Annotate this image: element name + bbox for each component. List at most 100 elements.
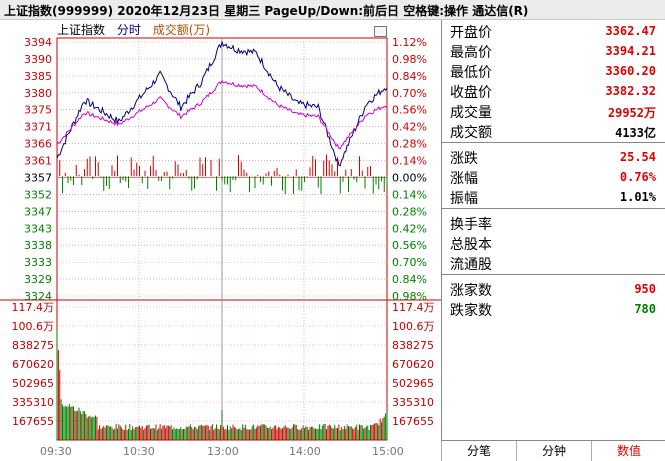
quote-separator [442,274,665,275]
quote-row: 振幅 1.01% [442,188,665,207]
time-tick-label: 09:30 [40,445,72,458]
pct-tick-label: 0.14% [392,188,427,201]
quote-row: 流通股 [442,254,665,273]
intraday-chart: 3394 1.12% 3390 0.98% 3385 0.84% 3380 0.70% 3375… [0,36,441,458]
title-bar: 上证指数(999999) 2020年12月23日 星期三 PageUp/Down… [0,0,665,20]
price-tick-label: 3380 [24,87,52,100]
price-tick-label: 3371 [24,121,52,134]
pct-tick-label: 0.00% [392,171,427,184]
volume-tick-label: 502965 [12,377,54,390]
price-tick-label: 3361 [24,155,52,168]
price-line [56,40,388,167]
price-tick-label: 3394 [24,36,52,49]
tab-intraday[interactable]: 分时 [116,23,141,37]
quote-row: 成交量 29952万 [442,102,665,121]
volume-tick-label-right: 167655 [392,415,434,428]
quote-panel: 开盘价 3362.47 最高价 3394.21 最低价 3360.20 收盘价 3382.32… [441,20,665,440]
quote-separator [442,208,665,209]
quote-label: 开盘价 [450,25,492,41]
volume-tick-label: 335310 [12,396,54,409]
quote-label: 最低价 [450,65,492,81]
tab-index-name[interactable]: 上证指数 [57,23,106,37]
quote-row: 换手率 [442,214,665,233]
quote-row: 跌家数 780 [442,300,665,319]
volume-tick-label: 117.4万 [12,301,55,314]
quote-separator [442,142,665,143]
volume-tick-label-right: 335310 [392,396,434,409]
pct-tick-label: 0.14% [392,155,427,168]
price-tick-label: 3343 [24,222,52,235]
quote-row: 涨家数 950 [442,280,665,299]
price-tick-label: 3352 [24,188,52,201]
time-tick-label: 10:30 [123,445,155,458]
pct-tick-label: 0.56% [392,104,427,117]
price-tick-label: 3366 [24,138,52,151]
pct-tick-label: 0.84% [392,70,427,83]
quote-label: 流通股 [450,257,492,273]
tab-turnover[interactable]: 成交额(万) [152,23,211,37]
quote-row: 成交额 4133亿 [442,122,665,141]
time-tick-label: 13:00 [207,445,239,458]
price-tick-label: 3375 [24,104,52,117]
bottom-tab-bar: 分笔 分钟 数值 [441,440,665,461]
quote-label: 总股本 [450,237,492,253]
quote-value: 0.76% [619,170,656,184]
quote-value: 950 [634,282,656,296]
quote-value: 29952万 [607,106,656,120]
pct-tick-label: 0.42% [392,222,427,235]
quote-row: 最低价 3360.20 [442,62,665,81]
quote-value: 3360.20 [605,64,656,78]
quote-label: 收盘价 [450,85,492,101]
quote-label: 振幅 [450,191,478,207]
quote-label: 涨跌 [450,151,478,167]
time-tick-label: 15:00 [372,445,404,458]
quote-row: 收盘价 3382.32 [442,82,665,101]
quote-row: 涨幅 0.76% [442,168,665,187]
average-line [56,79,388,150]
volume-tick-label-right: 117.4万 [392,301,435,314]
window-toggle-icon[interactable] [374,26,387,37]
quote-label: 涨幅 [450,171,478,187]
pct-tick-label: 0.56% [392,239,427,252]
quote-row: 最高价 3394.21 [442,42,665,61]
bottom-tab-1[interactable]: 分钟 [516,441,591,461]
volume-tick-label: 167655 [12,415,54,428]
pct-tick-label: 0.84% [392,273,427,286]
pct-tick-label: 0.42% [392,121,427,134]
price-tick-label: 3347 [24,205,52,218]
quote-value: 1.01% [619,190,656,204]
quote-label: 最高价 [450,45,492,61]
quote-row: 总股本 [442,234,665,253]
quote-value: 4133亿 [615,126,656,140]
quote-label: 成交量 [450,105,492,121]
quote-label: 跌家数 [450,303,492,319]
quote-label: 成交额 [450,125,492,141]
quote-label: 涨家数 [450,283,492,299]
price-tick-label: 3333 [24,256,52,269]
price-tick-label: 3338 [24,239,52,252]
quote-row: 开盘价 3362.47 [442,22,665,41]
volume-tick-label-right: 100.6万 [392,320,435,333]
bottom-tab-0[interactable]: 分笔 [441,441,516,461]
price-tick-label: 3385 [24,70,52,83]
quote-value: 780 [634,302,656,316]
quote-value: 3382.32 [605,84,656,98]
quote-value: 3394.21 [605,44,656,58]
volume-tick-label: 670620 [12,358,54,371]
window-title: 上证指数(999999) 2020年12月23日 星期三 PageUp/Down… [4,4,529,18]
volume-tick-label-right: 670620 [392,358,434,371]
time-tick-label: 14:00 [289,445,321,458]
price-tick-label: 3390 [24,53,52,66]
chart-tab-strip: 上证指数 分时 成交额(万) [57,21,218,39]
bottom-tab-2[interactable]: 数值 [591,441,665,461]
pct-tick-label: 0.98% [392,53,427,66]
quote-label: 换手率 [450,217,492,233]
quote-value: 25.54 [619,150,656,164]
price-tick-label: 3329 [24,273,52,286]
volume-tick-label: 838275 [12,339,54,352]
volume-tick-label-right: 838275 [392,339,434,352]
pct-tick-label: 0.70% [392,87,427,100]
price-tick-label: 3324 [24,290,52,303]
pct-tick-label: 0.70% [392,256,427,269]
pct-tick-label: 0.28% [392,138,427,151]
